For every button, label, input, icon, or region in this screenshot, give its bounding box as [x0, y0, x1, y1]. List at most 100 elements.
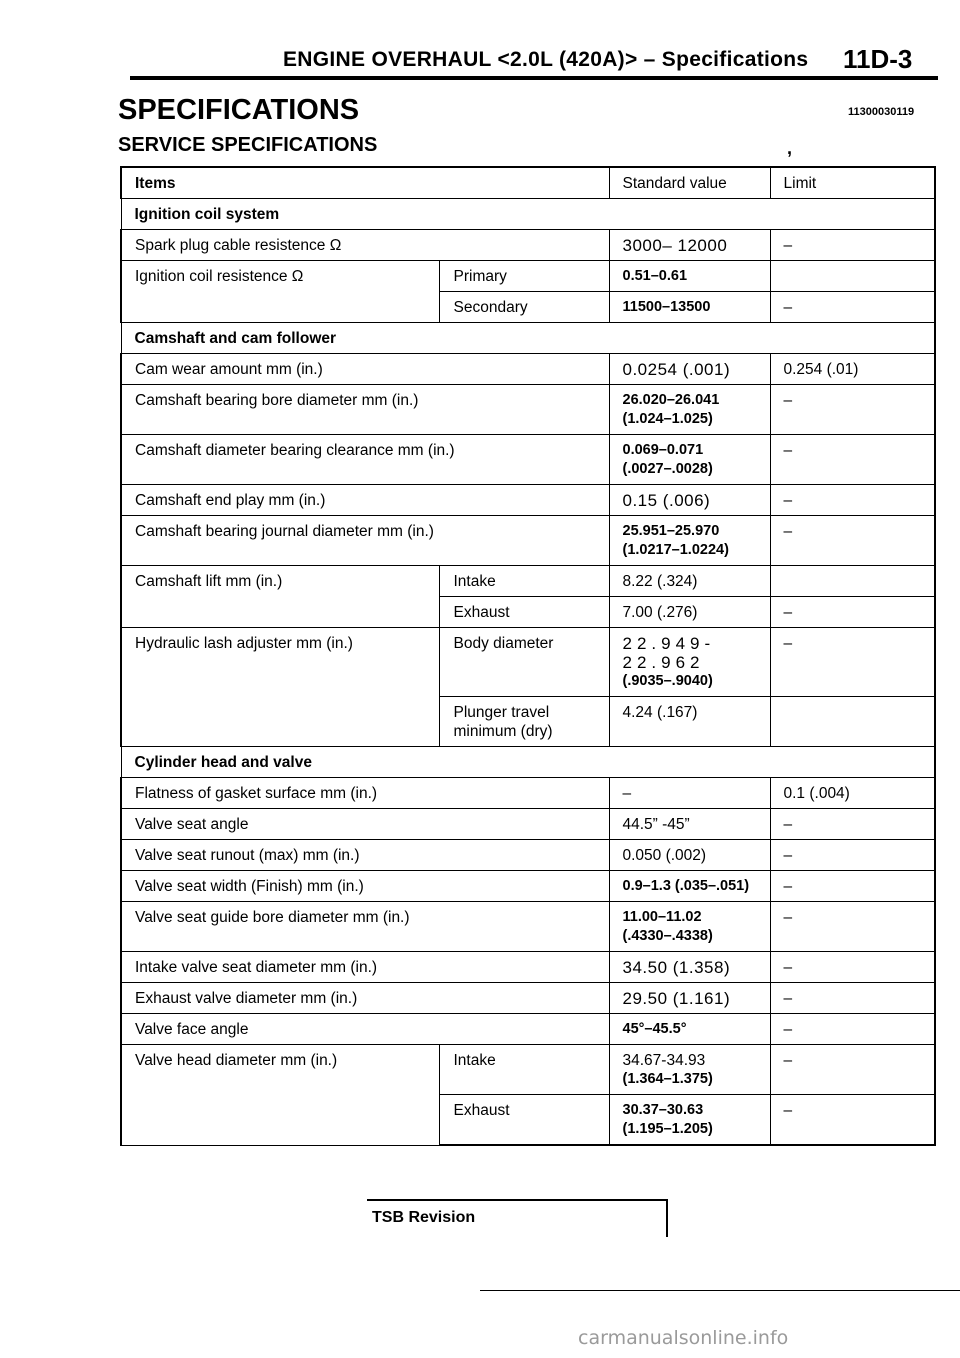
- table-row: Exhaust 7.00 (.276) –: [121, 596, 936, 628]
- footer-rule: [480, 1290, 960, 1291]
- service-specifications-table: Items Standard value Limit Ignition coil…: [120, 166, 936, 1146]
- item-cell: Valve head diameter mm (in.): [120, 1044, 439, 1146]
- limit-cell: –: [769, 982, 936, 1014]
- limit-header: Limit: [769, 166, 936, 199]
- header-rule: [130, 76, 938, 80]
- standard-cell: 44.5” -45”: [608, 808, 770, 840]
- standard-cell: 0.069–0.071 (.0027–.0028): [608, 434, 770, 485]
- table-row: Camshaft bearing journal diameter mm (in…: [120, 515, 936, 566]
- sub-item-cell: Intake: [438, 565, 609, 597]
- page-header-title: ENGINE OVERHAUL <2.0L (420A)> – Specific…: [283, 48, 809, 71]
- standard-cell: 8.22 (.324): [608, 565, 770, 597]
- group-row: Ignition coil system: [120, 198, 936, 230]
- table-row: Camshaft bearing bore diameter mm (in.) …: [120, 384, 936, 435]
- limit-cell: [769, 260, 936, 292]
- sub-item-line: minimum (dry): [453, 723, 553, 740]
- item-cell: Valve seat angle: [120, 808, 609, 840]
- standard-line: (1.364–1.375): [622, 1071, 713, 1087]
- item-cell: Flatness of gasket surface mm (in.): [120, 777, 609, 809]
- table-header-row: Items Standard value Limit: [120, 166, 936, 199]
- standard-line: 22.949-22.962: [622, 634, 716, 672]
- section-subtitle: SERVICE SPECIFICATIONS: [118, 134, 378, 156]
- item-cell: Camshaft bearing bore diameter mm (in.): [120, 384, 609, 435]
- standard-cell: 45°–45.5°: [608, 1013, 770, 1045]
- tsb-revision-label: TSB Revision: [372, 1209, 476, 1226]
- standard-line: (.4330–.4338): [622, 928, 713, 944]
- table-row: Camshaft end play mm (in.) 0.15 (.006) –: [120, 484, 936, 516]
- table-row: Valve seat angle 44.5” -45” –: [120, 808, 936, 840]
- standard-cell: 11500–13500: [608, 291, 770, 323]
- table-row: Hydraulic lash adjuster mm (in.) Body di…: [120, 627, 936, 747]
- group-row: Camshaft and cam follower: [120, 322, 936, 354]
- item-cell: Hydraulic lash adjuster mm (in.): [120, 627, 439, 747]
- limit-cell: –: [769, 627, 936, 697]
- group-camshaft: Camshaft and cam follower: [120, 322, 936, 354]
- limit-cell: –: [769, 596, 936, 628]
- sub-item-cell: Exhaust: [438, 1094, 609, 1146]
- limit-cell: –: [769, 870, 936, 902]
- standard-cell: 0.9–1.3 (.035–.051): [608, 870, 770, 902]
- limit-cell: [769, 696, 936, 747]
- standard-cell: 25.951–25.970 (1.0217–1.0224): [608, 515, 770, 566]
- item-cell: Ignition coil resistence Ω: [120, 260, 439, 323]
- standard-cell: 29.50 (1.161): [608, 982, 770, 1014]
- standard-line: (1.024–1.025): [622, 411, 713, 427]
- table-row: Exhaust valve diameter mm (in.) 29.50 (1…: [120, 982, 936, 1014]
- sub-item-cell: Body diameter: [438, 627, 609, 697]
- page-code: 11D-3: [843, 44, 913, 74]
- standard-cell: 3000– 12000: [608, 229, 770, 261]
- sub-item-cell: Plunger travel minimum (dry): [438, 696, 609, 747]
- group-cylinder: Cylinder head and valve: [120, 746, 936, 778]
- sub-item-cell: Primary: [438, 260, 609, 292]
- standard-cell: –: [608, 777, 770, 809]
- limit-cell: –: [769, 1094, 936, 1146]
- limit-cell: –: [769, 291, 936, 323]
- standard-cell: 0.15 (.006): [608, 484, 770, 516]
- item-cell: Valve seat width (Finish) mm (in.): [120, 870, 609, 902]
- limit-cell: –: [769, 839, 936, 871]
- section-id: 11300030119: [848, 106, 915, 118]
- standard-line: 11.00–11.02: [622, 909, 702, 925]
- standard-cell: 26.020–26.041 (1.024–1.025): [608, 384, 770, 435]
- standard-line: (.0027–.0028): [622, 461, 713, 477]
- table-row: Camshaft lift mm (in.) Intake 8.22 (.324…: [120, 565, 936, 628]
- table-row: Cam wear amount mm (in.) 0.0254 (.001) 0…: [120, 353, 936, 385]
- table-row: Valve seat guide bore diameter mm (in.) …: [120, 901, 936, 952]
- limit-cell: –: [769, 1044, 936, 1095]
- standard-line: 25.951–25.970: [622, 523, 720, 539]
- sub-item-line: Plunger travel: [453, 704, 550, 721]
- limit-cell: –: [769, 434, 936, 485]
- limit-cell: [769, 565, 936, 597]
- limit-cell: 0.254 (.01): [769, 353, 936, 385]
- limit-cell: –: [769, 901, 936, 952]
- table-row: Intake valve seat diameter mm (in.) 34.5…: [120, 951, 936, 983]
- limit-cell: –: [769, 384, 936, 435]
- standard-line: (1.0217–1.0224): [622, 542, 729, 558]
- group-ignition: Ignition coil system: [120, 198, 936, 230]
- limit-cell: –: [769, 515, 936, 566]
- standard-cell: 0.0254 (.001): [608, 353, 770, 385]
- table-row: Plunger travel minimum (dry) 4.24 (.167): [121, 696, 936, 747]
- table-row: Valve head diameter mm (in.) Intake 34.6…: [120, 1044, 936, 1146]
- table-row: Exhaust 30.37–30.63 (1.195–1.205) –: [121, 1094, 936, 1146]
- standard-cell: 0.050 (.002): [608, 839, 770, 871]
- table-row: Valve face angle 45°–45.5° –: [120, 1013, 936, 1045]
- limit-cell: 0.1 (.004): [769, 777, 936, 809]
- sub-item-cell: Exhaust: [438, 596, 609, 628]
- stray-mark: ,: [787, 138, 793, 158]
- watermark: carmanualsonline.info: [578, 1327, 789, 1349]
- item-cell: Valve seat runout (max) mm (in.): [120, 839, 609, 871]
- item-cell: Camshaft diameter bearing clearance mm (…: [120, 434, 609, 485]
- standard-line: 26.020–26.041: [622, 392, 720, 408]
- item-cell: Camshaft end play mm (in.): [120, 484, 609, 516]
- limit-cell: –: [769, 1013, 936, 1045]
- limit-cell: –: [769, 484, 936, 516]
- item-cell: Valve face angle: [120, 1013, 609, 1045]
- table-row: Valve seat width (Finish) mm (in.) 0.9–1…: [120, 870, 936, 902]
- standard-line: 0.069–0.071: [622, 442, 704, 458]
- standard-cell: 7.00 (.276): [608, 596, 770, 628]
- limit-cell: –: [769, 229, 936, 261]
- item-cell: Spark plug cable resistence Ω: [120, 229, 609, 261]
- group-row: Cylinder head and valve: [120, 746, 936, 778]
- standard-line: 34.67-34.93: [622, 1052, 706, 1069]
